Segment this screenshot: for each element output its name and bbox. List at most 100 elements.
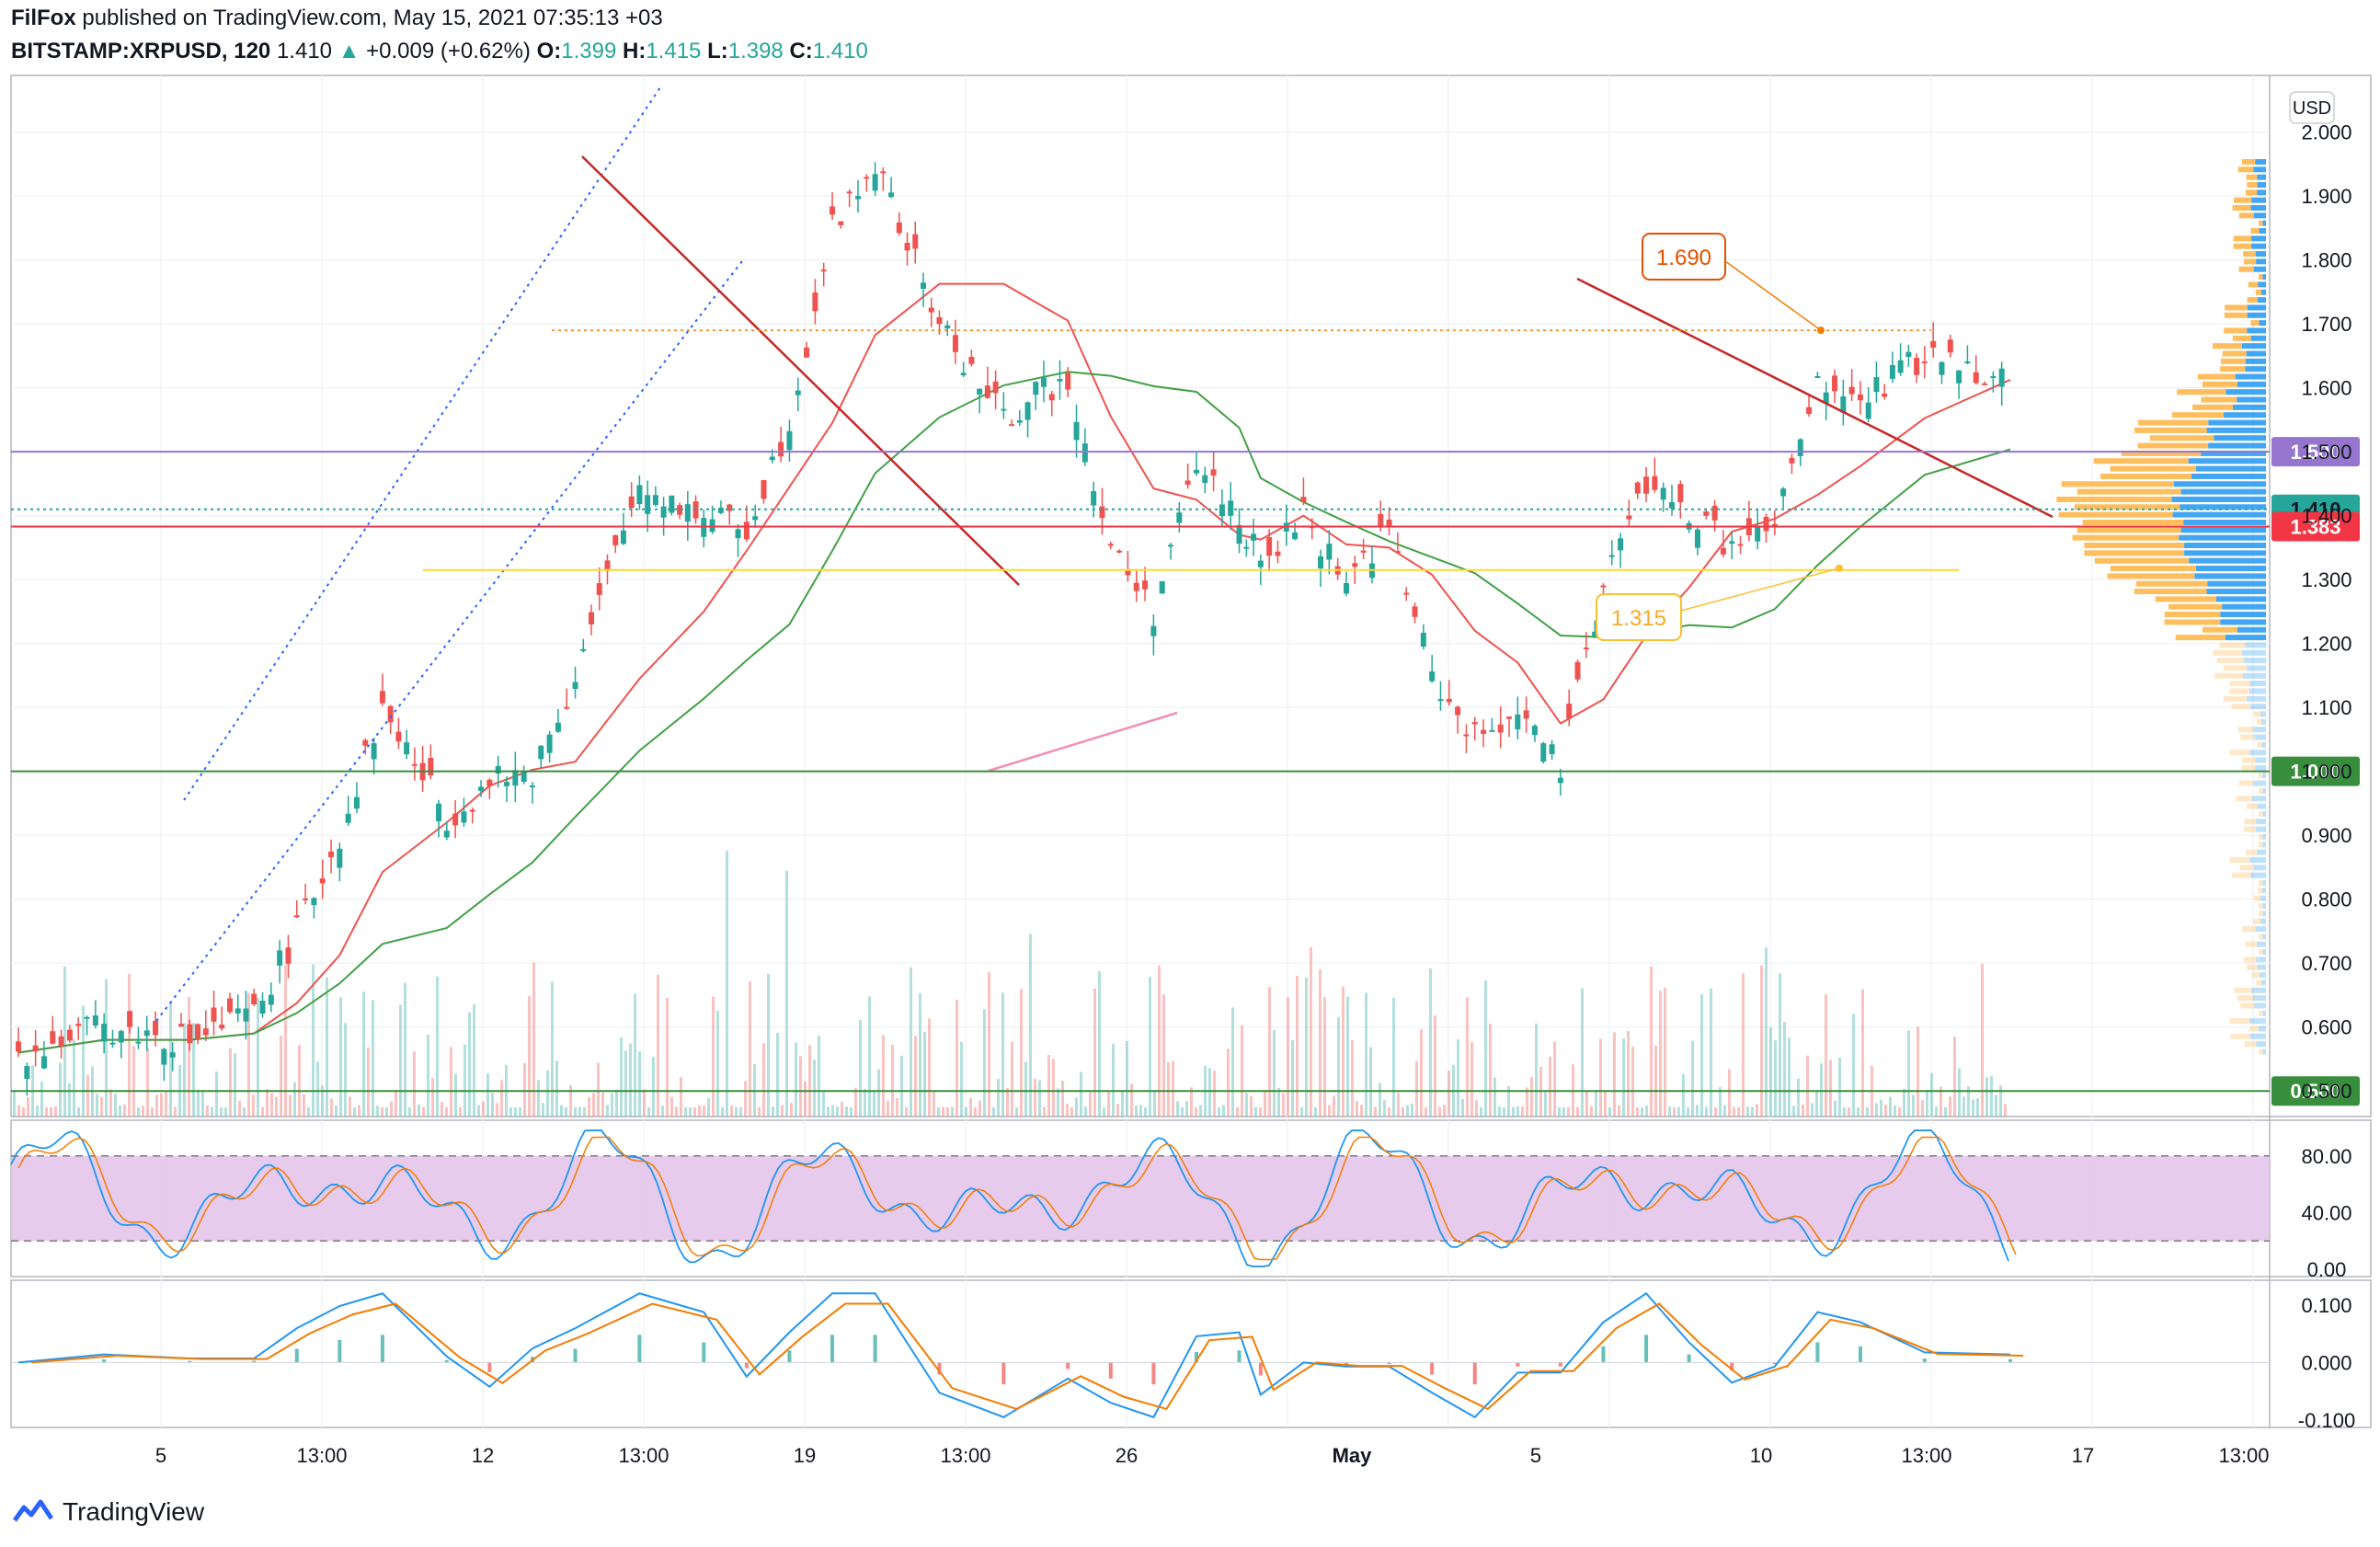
volume-bar (1475, 1100, 1478, 1117)
candle-body (1420, 632, 1426, 647)
profile-bar (2260, 918, 2266, 924)
volume-bar (275, 1096, 278, 1117)
volume-bar (114, 1094, 117, 1117)
candle-body (1016, 419, 1023, 423)
stoch-tick-label: 0.00 (2307, 1258, 2347, 1281)
candle-body (1998, 368, 2005, 387)
candle-body (660, 506, 667, 518)
volume-bar (1429, 968, 1432, 1117)
volume-bar (1020, 989, 1023, 1117)
profile-bar (2195, 465, 2266, 472)
volume-bar (1342, 986, 1344, 1117)
candle-body (1184, 480, 1191, 485)
macd-line (17, 1291, 2011, 1419)
volume-bar (1158, 965, 1161, 1117)
profile-bar (2262, 911, 2266, 917)
candle-body (404, 742, 410, 755)
volume-bar (670, 1096, 673, 1117)
profile-bar (2256, 258, 2266, 265)
volume-bar (1498, 1106, 1501, 1117)
profile-bar (2230, 1033, 2250, 1039)
volume-bar (698, 1105, 701, 1117)
profile-bar (2253, 212, 2266, 219)
candle-body (1236, 524, 1242, 544)
volume-bar (978, 1100, 981, 1117)
volume-bar (1438, 1106, 1441, 1117)
profile-bar (2245, 358, 2266, 364)
volume-bar (1696, 1105, 1699, 1117)
volume-bar (215, 1071, 218, 1117)
volume-bar (606, 1105, 609, 1117)
macd-histogram-bar (1001, 1362, 1006, 1385)
volume-bar (1337, 1016, 1340, 1117)
volume-bar (445, 1106, 448, 1117)
volume-bar (1590, 1106, 1593, 1117)
profile-bar (2077, 488, 2181, 495)
volume-bar (854, 1087, 857, 1117)
profile-bar (2243, 826, 2257, 832)
volume-bar (1742, 973, 1745, 1117)
volume-bar (1443, 1105, 1446, 1117)
candle-body (1168, 544, 1174, 547)
profile-bar (2077, 527, 2181, 533)
volume-bar (1365, 992, 1367, 1117)
volume-bar (799, 1056, 802, 1117)
volume-bar (1848, 1106, 1850, 1117)
volume-bar (634, 993, 636, 1117)
candle-body (58, 1036, 64, 1047)
callout-1315-box (1596, 593, 1682, 641)
volume-bar (73, 1039, 75, 1117)
volume-bar (942, 1106, 944, 1117)
candle-body (820, 269, 827, 272)
volume-bar (744, 1081, 747, 1117)
volume-bar (1057, 1088, 1059, 1117)
volume-bar (822, 1092, 825, 1117)
volume-bar (404, 982, 406, 1117)
volume-bar (643, 1089, 646, 1117)
volume-bar (1641, 1106, 1643, 1117)
volume-bar (1659, 991, 1662, 1117)
volume-bar (1139, 1105, 1142, 1117)
stoch-tick-label: 80.00 (2301, 1145, 2351, 1168)
profile-bar (2259, 879, 2263, 886)
stoch-band (11, 1155, 2270, 1242)
candle-body (538, 745, 544, 760)
profile-bar (2257, 189, 2266, 196)
volume-bar (537, 1080, 540, 1117)
x-tick-label: 26 (1116, 1444, 1138, 1467)
ma-green-line (17, 371, 2011, 1054)
candle-body (1592, 631, 1598, 636)
candle-body (1455, 706, 1461, 716)
candle-body (1033, 381, 1039, 395)
profile-bar (2233, 243, 2252, 249)
profile-bar (2056, 496, 2172, 502)
profile-bar (2258, 1026, 2266, 1032)
profile-bar (2224, 412, 2266, 418)
candle-body (1292, 532, 1299, 540)
volume-bar (542, 1103, 544, 1117)
volume-bar (1917, 1026, 1919, 1117)
footer-brand: TradingView (63, 1497, 205, 1526)
candle-body (187, 1024, 193, 1044)
candle-body (118, 1031, 124, 1043)
volume-bar (1470, 1041, 1473, 1117)
candle-body (1814, 375, 1821, 378)
volume-bar (928, 1018, 931, 1117)
volume-bar (1126, 1040, 1128, 1117)
volume-bar (188, 996, 190, 1117)
volume-bar (707, 1098, 710, 1117)
volume-bar (82, 1005, 85, 1117)
symbol-label[interactable]: BITSTAMP:XRPUSD, 120 (11, 39, 271, 63)
volume-bar (1613, 1032, 1616, 1117)
profile-bar (2213, 343, 2242, 350)
volume-bar (937, 1106, 940, 1117)
candle-body (1009, 424, 1015, 427)
macd-histogram-bar (338, 1339, 342, 1363)
volume-bar (284, 964, 287, 1117)
volume-bar (1521, 1106, 1524, 1117)
volume-bar (1608, 1106, 1611, 1117)
volume-bar (1990, 1075, 1993, 1117)
macd-histogram-bar (2008, 1358, 2012, 1363)
volume-bar (1075, 1097, 1078, 1117)
